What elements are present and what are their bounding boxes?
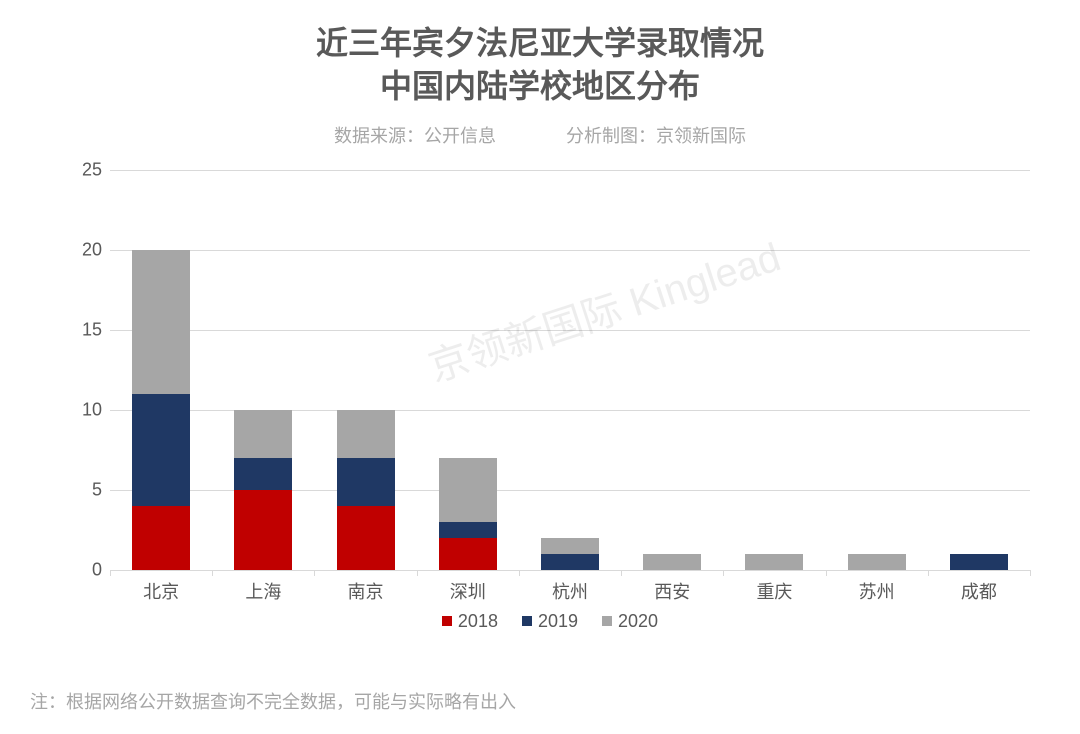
bar-segment [132,506,190,570]
x-tick-label: 成都 [961,578,997,604]
title-line-1: 近三年宾夕法尼亚大学录取情况 [0,22,1080,65]
title-line-2: 中国内陆学校地区分布 [0,65,1080,108]
chart-area: 0510152025 北京上海南京深圳杭州西安重庆苏州成都 2018201920… [60,170,1040,630]
chart-container: 近三年宾夕法尼亚大学录取情况 中国内陆学校地区分布 数据来源：公开信息 分析制图… [0,0,1080,734]
x-tick-label: 重庆 [756,578,792,604]
bar-segment [439,522,497,538]
x-tick-mark [212,570,213,576]
bar-segment [337,410,395,458]
subtitle-row: 数据来源：公开信息 分析制图：京领新国际 [0,122,1080,148]
x-tick-mark [928,570,929,576]
x-tick-mark [621,570,622,576]
legend-item: 2019 [522,611,578,632]
footnote: 注：根据网络公开数据查询不完全数据，可能与实际略有出入 [30,688,516,714]
legend-swatch [442,616,452,626]
x-tick-mark [1030,570,1031,576]
x-tick-mark [314,570,315,576]
legend-label: 2019 [538,611,578,632]
y-tick-label: 0 [60,560,102,581]
bar-segment [541,554,599,570]
x-tick-label: 深圳 [450,578,486,604]
x-tick-label: 西安 [654,578,690,604]
x-tick-label: 上海 [245,578,281,604]
grid-line [110,170,1030,171]
bar-segment [950,554,1008,570]
bar-segment [337,458,395,506]
x-tick-label: 北京 [143,578,179,604]
bar-segment [541,538,599,554]
x-tick-mark [110,570,111,576]
x-tick-mark [417,570,418,576]
grid-line [110,330,1030,331]
legend-label: 2020 [618,611,658,632]
plot-area [110,170,1030,571]
y-tick-label: 5 [60,480,102,501]
x-tick-label: 南京 [348,578,384,604]
bar-segment [643,554,701,570]
y-tick-label: 20 [60,240,102,261]
legend-item: 2020 [602,611,658,632]
x-tick-mark [826,570,827,576]
grid-line [110,250,1030,251]
bar-segment [745,554,803,570]
x-tick-label: 苏州 [859,578,895,604]
bar-segment [234,458,292,490]
legend-swatch [522,616,532,626]
bar-segment [132,250,190,394]
bar-segment [439,538,497,570]
x-tick-label: 杭州 [552,578,588,604]
legend-label: 2018 [458,611,498,632]
bar-segment [439,458,497,522]
bar-segment [234,410,292,458]
bar-segment [132,394,190,506]
y-tick-label: 10 [60,400,102,421]
bar-segment [337,506,395,570]
legend: 2018 2019 2020 [60,610,1040,632]
title-block: 近三年宾夕法尼亚大学录取情况 中国内陆学校地区分布 数据来源：公开信息 分析制图… [0,0,1080,148]
bar-segment [234,490,292,570]
subtitle-chartby: 分析制图：京领新国际 [566,126,746,146]
bar-segment [848,554,906,570]
legend-item: 2018 [442,611,498,632]
legend-swatch [602,616,612,626]
x-tick-mark [723,570,724,576]
y-tick-label: 15 [60,320,102,341]
y-tick-label: 25 [60,160,102,181]
subtitle-source: 数据来源：公开信息 [334,126,496,146]
x-tick-mark [519,570,520,576]
